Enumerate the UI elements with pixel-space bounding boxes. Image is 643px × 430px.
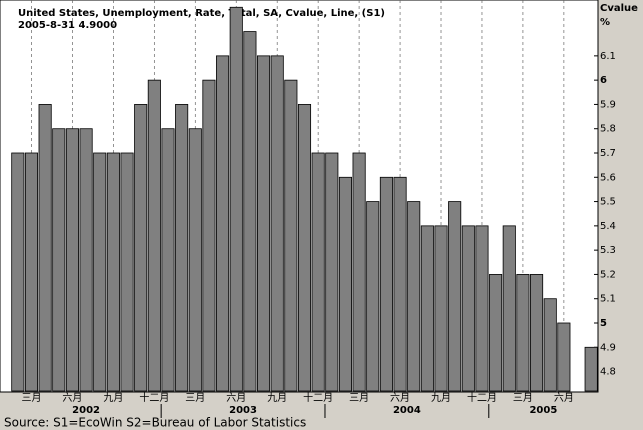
bar xyxy=(420,225,434,392)
bar xyxy=(24,152,39,392)
y-tick-label: 5.1 xyxy=(600,294,616,305)
x-tick-label: 十二月 xyxy=(303,391,333,404)
bar xyxy=(338,176,352,392)
y-tick-label: 5.6 xyxy=(600,172,616,183)
x-tick-label: 九月 xyxy=(103,392,123,404)
x-tick-label: 十二月 xyxy=(467,391,497,404)
bar xyxy=(297,104,312,392)
bar xyxy=(38,104,52,392)
y-tick-label: 5.2 xyxy=(600,269,616,280)
x-tick-label: 三月 xyxy=(21,392,41,404)
bar xyxy=(65,128,79,392)
x-tick-label: 六月 xyxy=(554,392,574,404)
bar xyxy=(202,79,216,392)
x-tick-label: 六月 xyxy=(390,392,410,404)
y-tick-label: 5.8 xyxy=(600,124,616,135)
bar xyxy=(325,152,339,392)
bar xyxy=(229,6,243,392)
bar xyxy=(175,104,189,392)
bar xyxy=(461,225,475,392)
y-tick-label: 4.9 xyxy=(600,342,616,353)
bar xyxy=(106,152,120,392)
bar xyxy=(161,128,175,392)
y-tick-label: 5.7 xyxy=(600,148,616,159)
x-tick-label: 六月 xyxy=(226,392,246,404)
y-tick-label: 5 xyxy=(600,318,607,329)
year-label: 2003 xyxy=(229,405,257,416)
y-tick-label: 6.1 xyxy=(600,51,616,62)
bar xyxy=(134,104,148,392)
x-tick-label: 九月 xyxy=(267,392,287,404)
y-axis-unit: % xyxy=(600,17,610,28)
bar xyxy=(79,128,93,392)
year-label: 2002 xyxy=(72,405,100,416)
bar xyxy=(120,152,134,392)
bar xyxy=(489,274,503,392)
y-tick-label: 4.8 xyxy=(600,367,616,378)
y-tick-label: 5.5 xyxy=(600,197,616,208)
x-tick-label: 九月 xyxy=(431,392,451,404)
year-label: 2005 xyxy=(529,405,557,416)
bar xyxy=(530,274,544,392)
y-tick-label: 6 xyxy=(600,75,607,86)
x-tick-label: 三月 xyxy=(349,392,369,404)
bar xyxy=(543,298,557,392)
bar xyxy=(243,31,257,392)
bar xyxy=(93,152,107,392)
y-tick-label: 5.9 xyxy=(600,99,616,110)
bar xyxy=(216,55,230,392)
x-tick-label: 六月 xyxy=(62,392,82,404)
bar xyxy=(257,55,271,392)
chart-subtitle: 2005-8-31 4.9000 xyxy=(18,20,117,31)
y-tick-label: 5.4 xyxy=(600,221,616,232)
bar xyxy=(11,152,25,392)
bar xyxy=(366,201,380,392)
year-label: 2004 xyxy=(393,405,421,416)
bar xyxy=(393,176,407,392)
y-tick-label: 5.3 xyxy=(600,245,616,256)
bar xyxy=(407,201,421,392)
y-axis-label: Cvalue xyxy=(600,3,638,14)
bar xyxy=(502,225,516,392)
x-tick-label: 三月 xyxy=(185,392,205,404)
x-tick-label: 十二月 xyxy=(139,391,169,404)
source: Source: S1=EcoWin S2=Bureau of Labor Sta… xyxy=(4,416,306,430)
bar xyxy=(516,274,530,392)
bar xyxy=(188,128,202,392)
bar xyxy=(352,152,366,392)
bar xyxy=(557,322,571,392)
bar xyxy=(52,128,66,392)
bar xyxy=(475,225,489,392)
bar xyxy=(311,152,325,392)
bar xyxy=(379,176,393,392)
bar xyxy=(270,55,284,392)
bar xyxy=(434,225,448,392)
x-tick-label: 三月 xyxy=(513,392,533,404)
bar xyxy=(448,201,462,392)
bar xyxy=(147,79,161,392)
chart-title: United States, Unemployment, Rate, Total… xyxy=(18,8,385,19)
bar xyxy=(584,346,598,392)
bar xyxy=(284,79,298,392)
